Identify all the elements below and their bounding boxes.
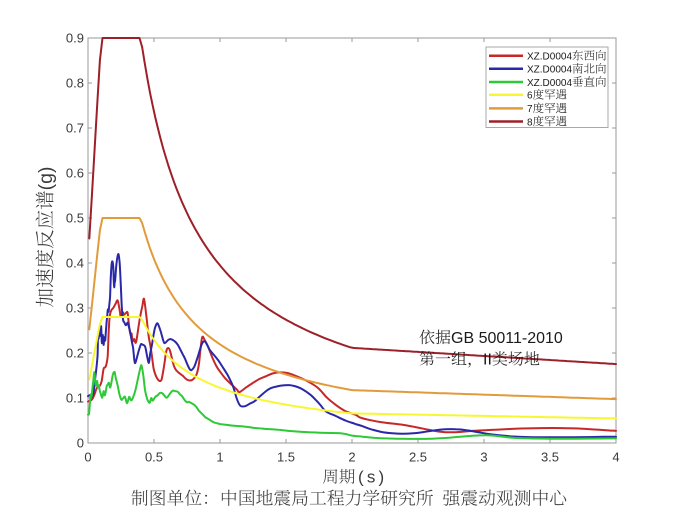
svg-text:2.5: 2.5	[409, 450, 427, 465]
svg-text:0.5: 0.5	[145, 450, 163, 465]
svg-text:0.7: 0.7	[66, 121, 84, 136]
svg-text:3: 3	[480, 450, 487, 465]
svg-text:7: 7	[527, 104, 533, 115]
svg-text:(g): (g)	[35, 167, 57, 191]
svg-text:0.9: 0.9	[66, 31, 84, 46]
svg-text:0.2: 0.2	[66, 346, 84, 361]
svg-text:XZ.D0004: XZ.D0004	[527, 65, 572, 76]
svg-text:6: 6	[527, 91, 533, 102]
svg-text:0: 0	[77, 436, 84, 451]
svg-text:2: 2	[348, 450, 355, 465]
svg-text:0.6: 0.6	[66, 166, 84, 181]
svg-text:(s): (s)	[358, 468, 387, 487]
svg-text:GB 50011-2010: GB 50011-2010	[451, 330, 563, 347]
svg-text:1.5: 1.5	[277, 450, 295, 465]
svg-text:II: II	[483, 352, 492, 369]
svg-text:0.3: 0.3	[66, 301, 84, 316]
svg-text:3.5: 3.5	[541, 450, 559, 465]
svg-text:0.5: 0.5	[66, 211, 84, 226]
svg-text:0.8: 0.8	[66, 76, 84, 91]
svg-text:8: 8	[527, 117, 533, 128]
svg-text:4: 4	[612, 450, 619, 465]
svg-text:0.1: 0.1	[66, 391, 84, 406]
svg-text:1: 1	[216, 450, 223, 465]
svg-text:0: 0	[84, 450, 91, 465]
svg-text:0.4: 0.4	[66, 256, 84, 271]
svg-text:XZ.D0004: XZ.D0004	[527, 78, 572, 89]
svg-text:XZ.D0004: XZ.D0004	[527, 52, 572, 63]
